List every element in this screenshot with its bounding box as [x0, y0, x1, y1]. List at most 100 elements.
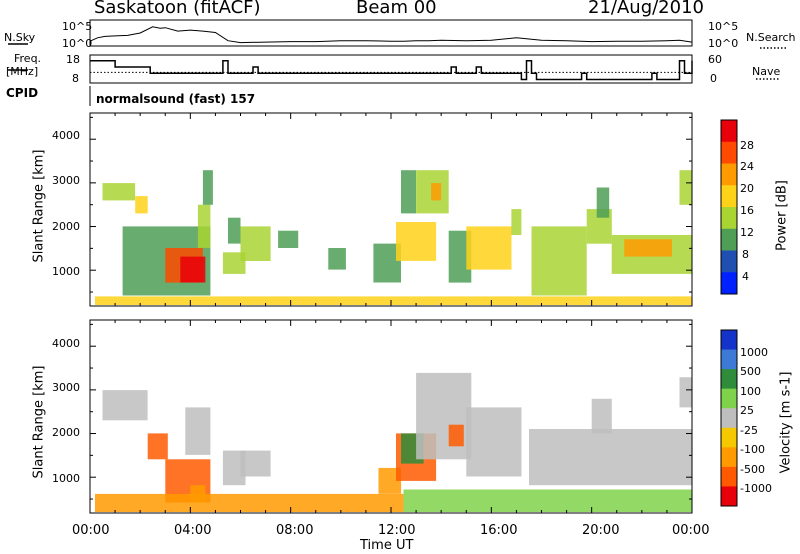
- x-tick-2000: 20:00: [582, 523, 620, 538]
- x-tick-0400: 04:00: [174, 523, 212, 538]
- power-cbar-tick-24: 24: [740, 160, 754, 173]
- power-colorbar-swatch: [721, 185, 737, 208]
- velocity-cbar-tick-m25: -25: [740, 424, 758, 437]
- station-title: Saskatoon (fitACF): [94, 0, 261, 18]
- nsearch-label: N.Search: [746, 31, 796, 44]
- power-y-tick-4000: 4000: [52, 129, 80, 142]
- velocity-cbar-tick-m500: -500: [740, 463, 765, 476]
- velocity-cbar-tick-25: 25: [740, 404, 754, 417]
- nave-tick-bottom: 0: [710, 72, 717, 85]
- x-tick-2400: 00:00: [672, 523, 710, 538]
- power-cell: [278, 230, 299, 248]
- power-cell: [180, 256, 206, 283]
- power-colorbar-swatch: [721, 163, 737, 186]
- power-cell: [95, 296, 692, 305]
- power-cell: [511, 209, 522, 235]
- nsearch-tick-top: 10^5: [708, 20, 739, 33]
- velocity-colorbar-swatch: [721, 369, 737, 390]
- power-y-tick-1000: 1000: [52, 265, 80, 278]
- velocity-cbar-tick-100: 100: [740, 385, 761, 398]
- power-cell: [466, 226, 512, 270]
- velocity-cell: [466, 407, 522, 477]
- power-cell: [135, 196, 148, 214]
- power-heatmap: [95, 170, 692, 305]
- velocity-colorbar-swatch: [721, 330, 737, 351]
- nave-tick-top: 60: [708, 53, 722, 66]
- velocity-cell: [529, 429, 692, 486]
- cpid-value: normalsound (fast) 157: [96, 92, 256, 106]
- velocity-cbar-tick-500: 500: [740, 365, 761, 378]
- axis-ticks: [89, 113, 693, 513]
- power-cell: [328, 248, 346, 270]
- power-cell: [197, 204, 211, 248]
- x-axis-label: Time UT: [360, 538, 414, 553]
- nsky-strip-frame: [89, 19, 693, 47]
- freq-label-line1: Freq.: [14, 52, 42, 65]
- power-colorbar-swatch: [721, 120, 737, 143]
- power-cell: [396, 222, 437, 261]
- date-label: 21/Aug/2010: [588, 0, 704, 18]
- power-cell: [448, 230, 472, 283]
- beam-label: Beam 00: [356, 0, 437, 18]
- velocity-cell: [102, 390, 148, 421]
- freq-series-line: [90, 60, 693, 81]
- velocity-y-tick-2000: 2000: [52, 426, 80, 439]
- velocity-colorbar-swatch: [721, 486, 737, 507]
- velocity-cell: [591, 398, 612, 434]
- power-cell: [679, 170, 692, 205]
- velocity-colorbar-swatch: [721, 447, 737, 468]
- power-cell: [624, 239, 672, 257]
- freq-tick-bottom: 8: [72, 72, 79, 85]
- power-cbar-tick-12: 12: [740, 226, 754, 239]
- power-cbar-tick-28: 28: [740, 139, 754, 152]
- power-cell: [202, 170, 213, 205]
- power-cbar-tick-8: 8: [742, 248, 749, 261]
- power-y-tick-3000: 3000: [52, 174, 80, 187]
- cpid-label: CPID: [6, 86, 39, 100]
- velocity-colorbar-swatch: [721, 349, 737, 370]
- velocity-cell: [679, 377, 692, 408]
- velocity-colorbar-swatch: [721, 388, 737, 409]
- power-colorbar-swatch: [721, 228, 737, 251]
- power-cbar-tick-20: 20: [740, 182, 754, 195]
- velocity-cell: [378, 467, 402, 494]
- x-tick-0000: 00:00: [72, 523, 110, 538]
- velocity-y-tick-1000: 1000: [52, 472, 80, 485]
- power-cbar-tick-4: 4: [742, 270, 749, 283]
- velocity-cell: [240, 450, 271, 477]
- power-cell: [531, 226, 587, 296]
- nsky-label: N.Sky: [4, 31, 36, 44]
- velocity-cell: [95, 493, 404, 512]
- power-colorbar-swatch: [721, 207, 737, 230]
- nsky-tick-top: 10^5: [62, 20, 93, 33]
- velocity-cbar-tick-1000: 1000: [740, 346, 768, 359]
- power-cbar-tick-16: 16: [740, 204, 754, 217]
- velocity-cell: [448, 424, 464, 447]
- power-colorbar-swatch: [721, 141, 737, 164]
- velocity-y-tick-3000: 3000: [52, 381, 80, 394]
- power-y-tick-2000: 2000: [52, 220, 80, 233]
- velocity-cbar-tick-m1000: -1000: [740, 482, 772, 495]
- nsearch-tick-bottom: 10^0: [708, 37, 739, 50]
- velocity-heatmap: [95, 372, 692, 512]
- power-colorbar-frame: [720, 119, 738, 295]
- velocity-cell: [416, 372, 472, 460]
- velocity-cbar-tick-m100: -100: [740, 443, 765, 456]
- freq-label-line2: [MHz]: [6, 65, 39, 78]
- power-cell: [228, 217, 241, 244]
- velocity-cell: [147, 433, 168, 460]
- power-colorbar-swatch: [721, 272, 737, 295]
- power-cell: [401, 170, 416, 214]
- velocity-colorbar-swatch: [721, 408, 737, 429]
- power-colorbar-swatch: [721, 250, 737, 273]
- velocity-cell: [185, 407, 211, 455]
- power-cell: [222, 252, 246, 274]
- velocity-y-tick-4000: 4000: [52, 337, 80, 350]
- power-cell: [102, 183, 136, 201]
- x-tick-0800: 08:00: [276, 523, 314, 538]
- power-cell: [240, 226, 271, 261]
- velocity-cell: [222, 450, 246, 486]
- x-tick-1600: 16:00: [480, 523, 518, 538]
- velocity-colorbar-swatch: [721, 466, 737, 487]
